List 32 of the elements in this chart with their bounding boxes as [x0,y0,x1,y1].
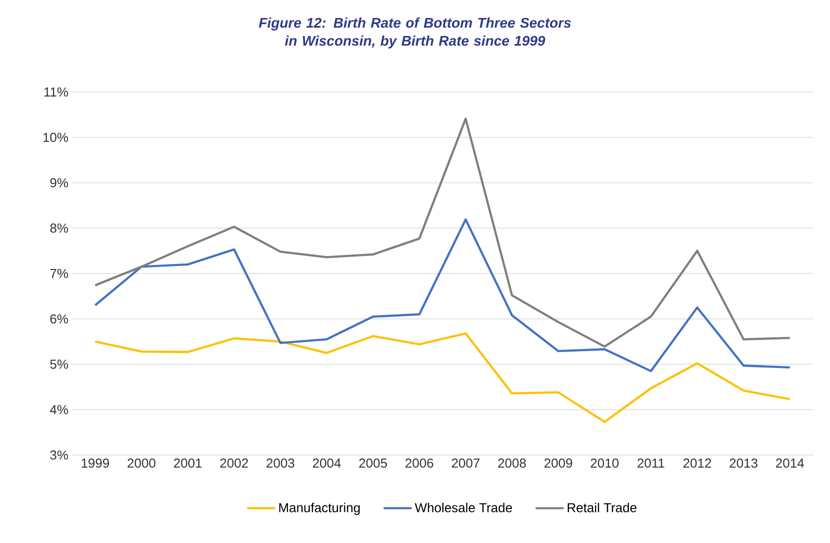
y-tick-label: 3% [50,450,68,460]
y-tick-label: 8% [50,224,68,233]
x-tick-label: 2000 [128,458,156,468]
y-tick-label: 7% [50,268,68,278]
x-tick-label: 2007 [452,458,480,468]
y-tick-label: 6% [50,314,68,324]
x-tick-label: 2005 [359,458,387,468]
y-tick-label: 5% [50,360,68,369]
y-tick-label: 10% [43,132,68,142]
legend-label: Manufacturing [279,502,360,515]
x-tick-label: 2008 [498,458,526,468]
y-tick-label: 4% [50,405,68,414]
y-tick-label: 11% [44,87,68,97]
legend-label: Wholesale Trade [414,502,512,512]
x-tick-label: 2011 [638,458,664,468]
legend-label: Retail Trade [568,502,636,512]
line-series [94,218,791,372]
x-tick-label: 2014 [776,458,804,468]
x-tick-label: 2006 [406,458,434,468]
line-series [94,118,791,348]
x-tick-label: 2009 [544,458,572,468]
x-tick-label: 2004 [312,458,341,468]
line-series [94,332,791,423]
x-tick-label: 2001 [174,458,202,468]
x-tick-label: 2002 [220,458,248,468]
x-tick-label: 1999 [82,458,109,468]
x-tick-label: 2010 [590,458,619,468]
y-tick-label: 9% [50,178,68,188]
x-tick-label: 2013 [730,458,758,468]
chart-title: Figure 12: Birth Rate of Bottom Three Sectors in Wisconsin, by Birth Rate since 1999 [258,17,571,49]
x-tick-label: 2003 [266,458,294,468]
x-tick-label: 2012 [683,458,712,468]
